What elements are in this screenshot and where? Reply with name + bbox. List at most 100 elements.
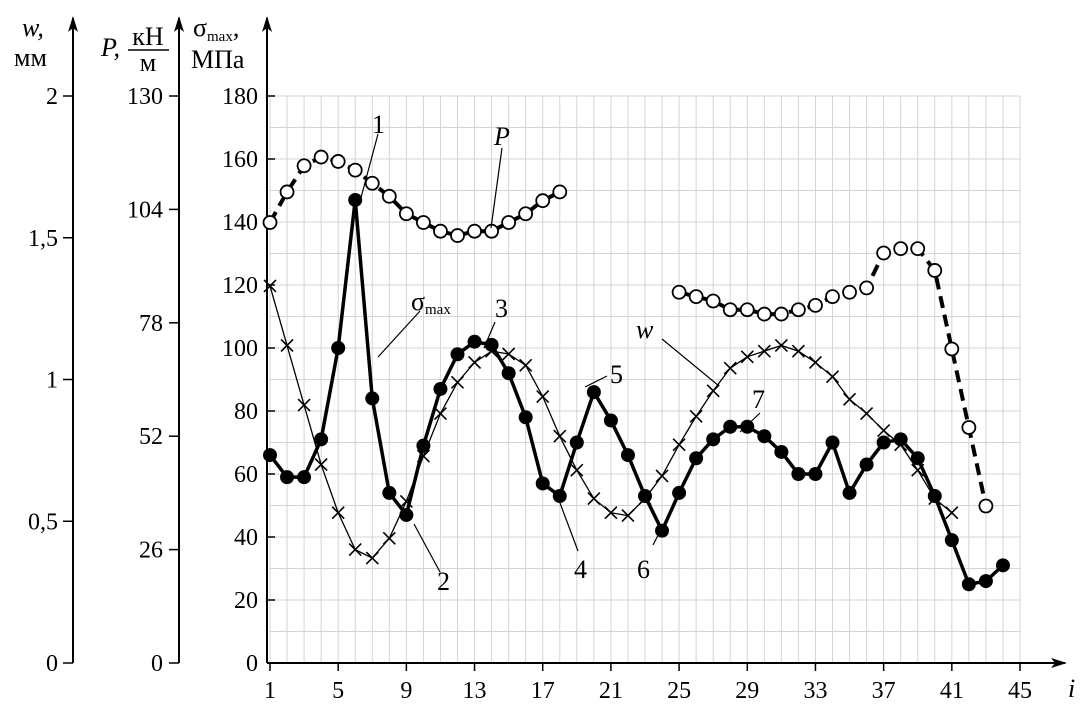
series-p-point bbox=[416, 215, 431, 230]
sigma-tick-labels: 0 20 40 60 80 100 120 140 160 180 bbox=[222, 84, 275, 677]
sigma-axis-label: σmax, bbox=[193, 13, 239, 45]
p-tick-label: 26 bbox=[139, 538, 163, 564]
callout-5-leader bbox=[584, 375, 608, 388]
series-w-cross-marker bbox=[331, 506, 345, 520]
series-sigma-point bbox=[280, 470, 295, 485]
series-p-point bbox=[501, 215, 517, 230]
w-tick-label: 1,5 bbox=[28, 226, 58, 252]
x-tick-label: 37 bbox=[872, 678, 896, 704]
cross-stroke bbox=[791, 344, 805, 358]
x-tick-label: 21 bbox=[599, 678, 623, 704]
cross-stroke bbox=[604, 506, 618, 520]
series-sigma-point bbox=[859, 457, 874, 472]
series-p-point bbox=[688, 289, 704, 305]
series-w-cross-marker bbox=[604, 506, 618, 520]
cross-stroke bbox=[621, 509, 635, 523]
grid bbox=[269, 95, 1021, 664]
callout-1: 1 bbox=[372, 110, 385, 139]
series-p-point bbox=[364, 175, 380, 191]
series-sigma-point bbox=[314, 432, 329, 447]
p-tick-label: 78 bbox=[139, 311, 163, 337]
cross-stroke bbox=[587, 492, 601, 506]
series-sigma-point bbox=[416, 438, 431, 453]
series-w-cross-marker bbox=[655, 469, 669, 483]
cross-stroke bbox=[672, 438, 686, 452]
series-sigma-point bbox=[655, 523, 670, 538]
series-sigma-point bbox=[961, 577, 976, 592]
series-p-point bbox=[961, 420, 977, 435]
series-p-point bbox=[467, 223, 482, 239]
w-axis-label: w, bbox=[22, 13, 44, 42]
x-tick-label: 25 bbox=[667, 678, 691, 704]
callout-3-leader bbox=[483, 321, 496, 349]
x-tick-label: 1 bbox=[264, 678, 276, 704]
cross-stroke bbox=[945, 506, 959, 520]
cross-stroke bbox=[536, 389, 550, 404]
cross-stroke bbox=[877, 423, 891, 438]
cross-stroke bbox=[433, 406, 448, 421]
w-tick-labels: 0 0,5 1 1,5 2 bbox=[28, 84, 73, 677]
p-tick-label: 52 bbox=[139, 424, 163, 450]
series-sigma-point bbox=[723, 419, 738, 434]
callout-7: 7 bbox=[752, 385, 765, 414]
series-sigma-point bbox=[263, 448, 277, 463]
cross-stroke bbox=[774, 338, 788, 353]
series-sigma-point bbox=[399, 507, 414, 522]
series-sigma-point bbox=[484, 337, 499, 352]
annotations: 1 2 3 4 5 6 7 P w σmax bbox=[358, 110, 765, 596]
series-w-cross-marker bbox=[536, 389, 550, 404]
series-p-point bbox=[756, 306, 772, 322]
series-w-cross-marker bbox=[723, 361, 737, 375]
callout-w: w bbox=[636, 315, 654, 344]
series-p-point bbox=[722, 302, 738, 318]
series-w-cross-marker bbox=[757, 344, 771, 358]
series-w-cross-marker bbox=[467, 355, 482, 370]
cross-stroke bbox=[467, 355, 482, 370]
series-w-cross-marker bbox=[672, 438, 686, 452]
series-p-point bbox=[876, 245, 892, 261]
series-sigma-point bbox=[842, 485, 857, 500]
x-tick-label: 41 bbox=[940, 678, 964, 704]
p-tick-label: 104 bbox=[127, 197, 163, 223]
series-sigma-point bbox=[893, 432, 908, 447]
callout-6-leader bbox=[652, 515, 669, 546]
cross-stroke bbox=[842, 392, 857, 406]
series-w-cross-marker bbox=[314, 457, 328, 472]
x-tick-label: 17 bbox=[531, 678, 555, 704]
sigma-tick-label: 120 bbox=[222, 273, 258, 299]
series-p-point bbox=[893, 241, 909, 257]
series-p-point bbox=[450, 228, 465, 243]
series-sigma-point bbox=[433, 381, 448, 396]
x-tick-label: 9 bbox=[400, 678, 412, 704]
callout-5: 5 bbox=[610, 360, 623, 389]
sigma-tick-label: 180 bbox=[222, 84, 258, 110]
series-sigma-point bbox=[569, 435, 584, 450]
sigma-tick-label: 80 bbox=[234, 399, 258, 425]
series-w-cross-marker bbox=[842, 392, 857, 406]
series-p-point bbox=[944, 341, 960, 357]
series-p-point bbox=[671, 284, 687, 300]
series-p-point bbox=[842, 284, 857, 300]
series-sigma-point bbox=[706, 432, 721, 447]
cross-stroke bbox=[689, 409, 703, 423]
series-sigma-point bbox=[944, 533, 959, 548]
series-p-point bbox=[330, 154, 346, 169]
series-p-point bbox=[773, 306, 789, 322]
series-sigma-point bbox=[791, 467, 806, 481]
callout-p-leader bbox=[490, 147, 503, 229]
sigma-axis-unit: МПа bbox=[191, 45, 245, 74]
w-tick-label: 0 bbox=[46, 651, 58, 677]
series-p-point bbox=[791, 302, 806, 318]
series-w-cross-marker bbox=[502, 347, 516, 361]
w-tick-label: 2 bbox=[46, 84, 58, 110]
callout-w-leader bbox=[661, 338, 720, 387]
series-sigma-point bbox=[501, 366, 516, 381]
p-axis-unit-denominator: м bbox=[140, 48, 156, 77]
series-w-cross-marker bbox=[382, 531, 396, 545]
series-p-point bbox=[739, 302, 755, 318]
series-w-cross-marker bbox=[553, 429, 567, 443]
series-sigma-point bbox=[382, 485, 397, 500]
series-sigma-point bbox=[927, 489, 942, 504]
series-sigma-line bbox=[268, 198, 1005, 586]
series-sigma-point bbox=[910, 451, 925, 466]
